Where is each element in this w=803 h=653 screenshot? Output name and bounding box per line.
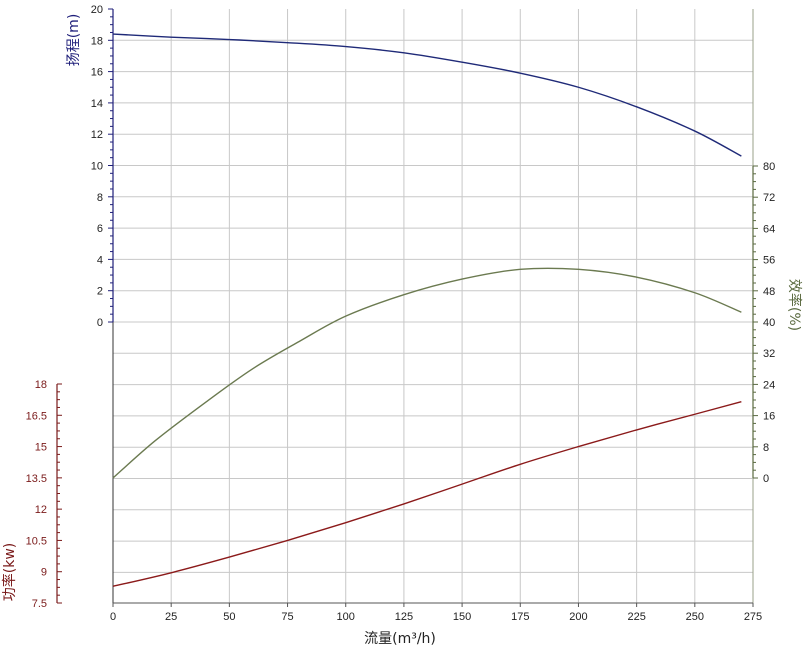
axis-titles: 流量(m³/h) 扬程(m) 效率(%) 功率(kw) (1, 14, 803, 647)
head-tick-label: 4 (97, 254, 103, 266)
x-tick-label: 75 (281, 611, 293, 623)
power-curve (112, 401, 742, 587)
power-axis-title: 功率(kw) (1, 543, 18, 601)
axes (56, 8, 758, 607)
x-tick-label: 225 (627, 611, 645, 623)
head-tick-label: 12 (91, 129, 103, 141)
x-axis-title: 流量(m³/h) (364, 631, 436, 647)
grid-lines (113, 9, 753, 603)
efficiency-tick-label: 80 (763, 161, 775, 173)
tick-labels: 0 25 50 75 100 125 150 175 200 225 250 275024681012… (26, 4, 776, 623)
power-tick-label: 10.5 (26, 535, 47, 547)
power-tick-label: 9 (41, 567, 47, 579)
efficiency-tick-label: 16 (763, 411, 775, 423)
x-tick-label: 275 (744, 611, 762, 623)
power-tick-label: 16.5 (26, 410, 47, 422)
efficiency-tick-label: 8 (763, 442, 769, 454)
efficiency-axis-title: 效率(%) (786, 279, 803, 331)
x-tick-label: 150 (453, 611, 471, 623)
efficiency-tick-label: 64 (763, 223, 775, 235)
x-tick-label: 25 (165, 611, 177, 623)
efficiency-tick-label: 48 (763, 286, 775, 298)
power-tick-label: 12 (35, 504, 47, 516)
head-tick-label: 20 (91, 4, 103, 16)
efficiency-tick-label: 72 (763, 192, 775, 204)
x-tick-label: 250 (686, 611, 704, 623)
x-tick-label: 175 (511, 611, 529, 623)
head-curve (112, 33, 742, 157)
head-tick-label: 6 (97, 223, 103, 235)
power-tick-label: 7.5 (32, 598, 47, 610)
efficiency-tick-label: 0 (763, 473, 769, 485)
x-tick-label: 100 (337, 611, 355, 623)
power-tick-label: 13.5 (26, 473, 47, 485)
head-tick-label: 2 (97, 286, 103, 298)
x-tick-label: 200 (569, 611, 587, 623)
head-tick-label: 14 (91, 98, 103, 110)
x-tick-label: 0 (110, 611, 116, 623)
head-tick-label: 8 (97, 192, 103, 204)
efficiency-tick-label: 56 (763, 255, 775, 267)
x-tick-label: 125 (395, 611, 413, 623)
efficiency-tick-label: 24 (763, 379, 775, 391)
head-tick-label: 0 (97, 317, 103, 329)
data-curves (112, 33, 742, 587)
head-tick-label: 10 (91, 161, 103, 173)
power-tick-label: 15 (35, 442, 47, 454)
efficiency-curve (112, 267, 742, 479)
power-tick-label: 18 (35, 379, 47, 391)
head-axis-title: 扬程(m) (66, 14, 82, 67)
head-tick-label: 16 (91, 67, 103, 79)
x-tick-label: 50 (223, 611, 235, 623)
head-tick-label: 18 (91, 35, 103, 47)
efficiency-tick-label: 40 (763, 317, 775, 329)
efficiency-tick-label: 32 (763, 348, 775, 360)
